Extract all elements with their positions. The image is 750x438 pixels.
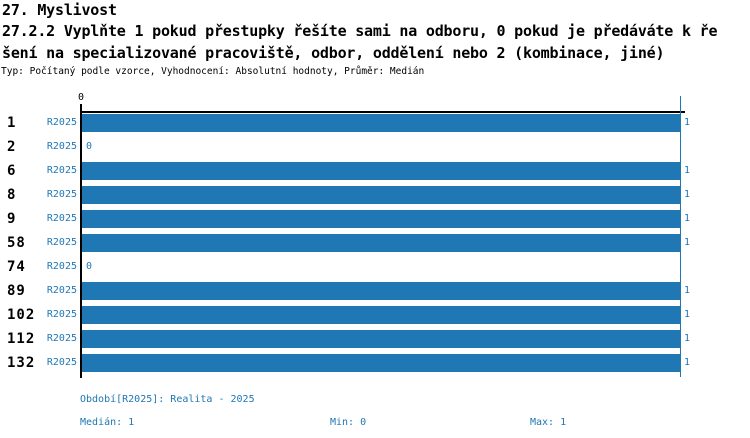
bar-value-label: 1 — [684, 357, 691, 368]
bar-value-label: 1 — [684, 285, 691, 296]
x-axis-tick-label: 0 — [77, 92, 85, 103]
bar — [82, 162, 680, 180]
bar — [82, 234, 680, 252]
bar — [82, 282, 680, 300]
chart-row: 6 R2025 1 — [0, 162, 750, 186]
chart-row: 58 R2025 1 — [0, 234, 750, 258]
chart-row: 9 R2025 1 — [0, 210, 750, 234]
chart-row: 74 R2025 0 — [0, 258, 750, 282]
series-label: R2025 — [46, 261, 77, 272]
bar-value-label: 1 — [684, 237, 691, 248]
chart-row: 89 R2025 1 — [0, 282, 750, 306]
x-axis-line — [80, 111, 685, 113]
bar-value-label: 1 — [684, 333, 691, 344]
chart-row: 1 R2025 1 — [0, 114, 750, 138]
row-category-label: 1 — [7, 115, 17, 131]
bar — [82, 114, 680, 132]
bar — [82, 186, 680, 204]
row-category-label: 8 — [7, 187, 17, 203]
period-label: Období[R2025]: Realita - 2025 — [80, 394, 255, 405]
bar-value-label: 1 — [684, 189, 691, 200]
max-stat: Max: 1 — [530, 417, 567, 428]
median-stat: Medián: 1 — [80, 417, 135, 428]
chapter-title: 27. Myslivost — [2, 1, 117, 19]
series-label: R2025 — [46, 309, 77, 320]
row-category-label: 89 — [7, 283, 26, 299]
series-label: R2025 — [46, 285, 77, 296]
row-category-label: 2 — [7, 139, 17, 155]
series-label: R2025 — [46, 333, 77, 344]
series-label: R2025 — [46, 165, 77, 176]
bar-value-label: 1 — [684, 165, 691, 176]
chart-row: 112 R2025 1 — [0, 330, 750, 354]
series-label: R2025 — [46, 213, 77, 224]
y-axis-line — [80, 104, 82, 378]
series-label: R2025 — [46, 357, 77, 368]
question-meta: Typ: Počítaný podle vzorce, Vyhodnocení:… — [1, 66, 425, 77]
question-title-line2: šení na specializované pracoviště, odbor… — [2, 44, 665, 62]
bar-value-label: 0 — [86, 261, 93, 272]
row-category-label: 6 — [7, 163, 17, 179]
max-value-gridline — [680, 96, 681, 377]
bar-value-label: 0 — [86, 141, 93, 152]
row-category-label: 74 — [7, 259, 26, 275]
series-label: R2025 — [46, 189, 77, 200]
row-category-label: 9 — [7, 211, 17, 227]
bar — [82, 210, 680, 228]
series-label: R2025 — [46, 237, 77, 248]
bar — [82, 330, 680, 348]
chart-row: 132 R2025 1 — [0, 354, 750, 378]
row-category-label: 112 — [7, 331, 36, 347]
row-category-label: 58 — [7, 235, 26, 251]
bar-value-label: 1 — [684, 309, 691, 320]
bar-value-label: 1 — [684, 213, 691, 224]
chart-rows: 1 R2025 1 2 R2025 0 6 R2025 1 8 R2025 1 9 R2025 1 58 R20… — [0, 114, 750, 378]
series-label: R2025 — [46, 141, 77, 152]
bar — [82, 354, 680, 372]
row-category-label: 132 — [7, 355, 36, 371]
chart-row: 102 R2025 1 — [0, 306, 750, 330]
min-stat: Min: 0 — [330, 417, 367, 428]
bar-value-label: 1 — [684, 117, 691, 128]
series-label: R2025 — [46, 117, 77, 128]
question-title-line1: 27.2.2 Vyplňte 1 pokud přestupky řešíte … — [2, 22, 718, 40]
bar — [82, 306, 680, 324]
chart-row: 8 R2025 1 — [0, 186, 750, 210]
chart-row: 2 R2025 0 — [0, 138, 750, 162]
row-category-label: 102 — [7, 307, 36, 323]
